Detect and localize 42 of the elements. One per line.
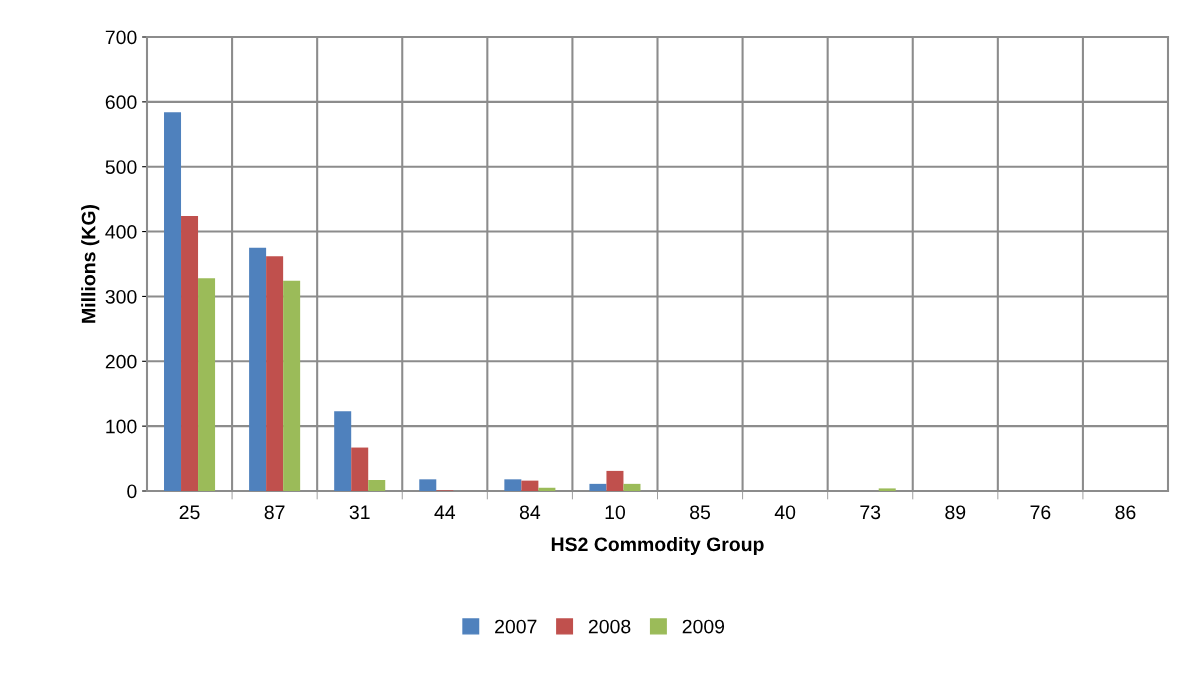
y-tick-label: 500 (105, 160, 137, 174)
y-tick-label: 300 (105, 289, 137, 304)
y-tick-label: 700 (105, 30, 137, 45)
y-tick-label: 200 (105, 354, 137, 369)
x-tick-label: 40 (774, 505, 796, 520)
y-axis-title: Millions (KG) (81, 205, 100, 323)
y-tick-label: 0 (127, 484, 137, 499)
x-tick-label: 85 (690, 505, 711, 520)
x-tick-label: 86 (1115, 505, 1136, 520)
x-tick-label: 84 (519, 505, 541, 520)
bar (504, 479, 522, 491)
x-tick-label: 25 (179, 505, 200, 520)
bar (878, 488, 896, 491)
y-tick-label: 100 (106, 419, 137, 434)
bar (589, 483, 607, 491)
x-tick-label: 31 (349, 505, 370, 520)
y-tick-label: 400 (105, 225, 137, 239)
x-axis-title: HS2 Commodity Group (551, 536, 764, 556)
y-tick-label: 600 (105, 95, 137, 110)
bar (266, 256, 284, 491)
x-tick-label: 73 (860, 505, 881, 520)
x-tick-label: 44 (434, 505, 456, 519)
bar (164, 112, 182, 491)
bar (334, 411, 352, 491)
bar (606, 470, 624, 491)
bar (283, 280, 301, 491)
x-tick-label: 76 (1030, 505, 1051, 520)
bar (249, 247, 267, 491)
bar (623, 483, 641, 491)
bar (521, 480, 539, 491)
bar (419, 479, 437, 491)
legend-label: 2009 (682, 619, 725, 634)
bar (538, 487, 556, 491)
bar (181, 216, 199, 491)
bar (368, 479, 386, 491)
x-tick-label: 87 (264, 505, 285, 520)
x-tick-label: 89 (945, 505, 966, 520)
legend-label: 2007 (495, 619, 537, 634)
legend-label: 2008 (588, 619, 631, 634)
bar (198, 278, 216, 491)
bar (351, 447, 369, 491)
x-tick-label: 10 (605, 505, 626, 520)
